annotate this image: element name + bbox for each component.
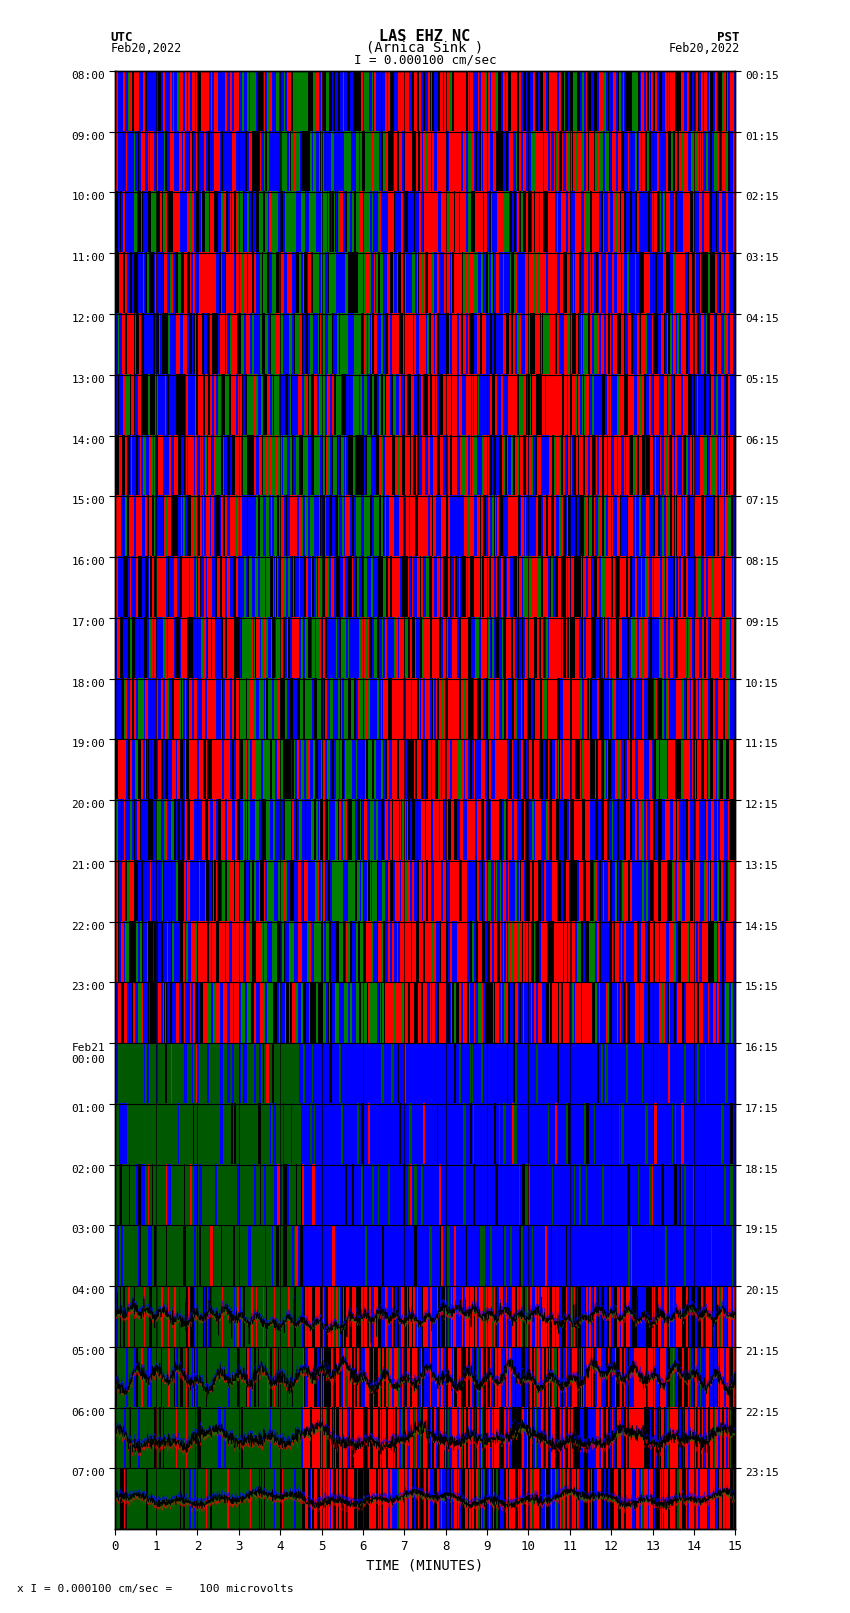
Text: (Arnica Sink ): (Arnica Sink ) [366,40,484,55]
Text: x I = 0.000100 cm/sec =    100 microvolts: x I = 0.000100 cm/sec = 100 microvolts [17,1584,294,1594]
X-axis label: TIME (MINUTES): TIME (MINUTES) [366,1558,484,1573]
Text: PST: PST [717,31,740,44]
Text: Feb20,2022: Feb20,2022 [110,42,182,55]
Text: Feb20,2022: Feb20,2022 [668,42,740,55]
Text: UTC: UTC [110,31,133,44]
Text: I = 0.000100 cm/sec: I = 0.000100 cm/sec [354,53,496,66]
Text: LAS EHZ NC: LAS EHZ NC [379,29,471,44]
